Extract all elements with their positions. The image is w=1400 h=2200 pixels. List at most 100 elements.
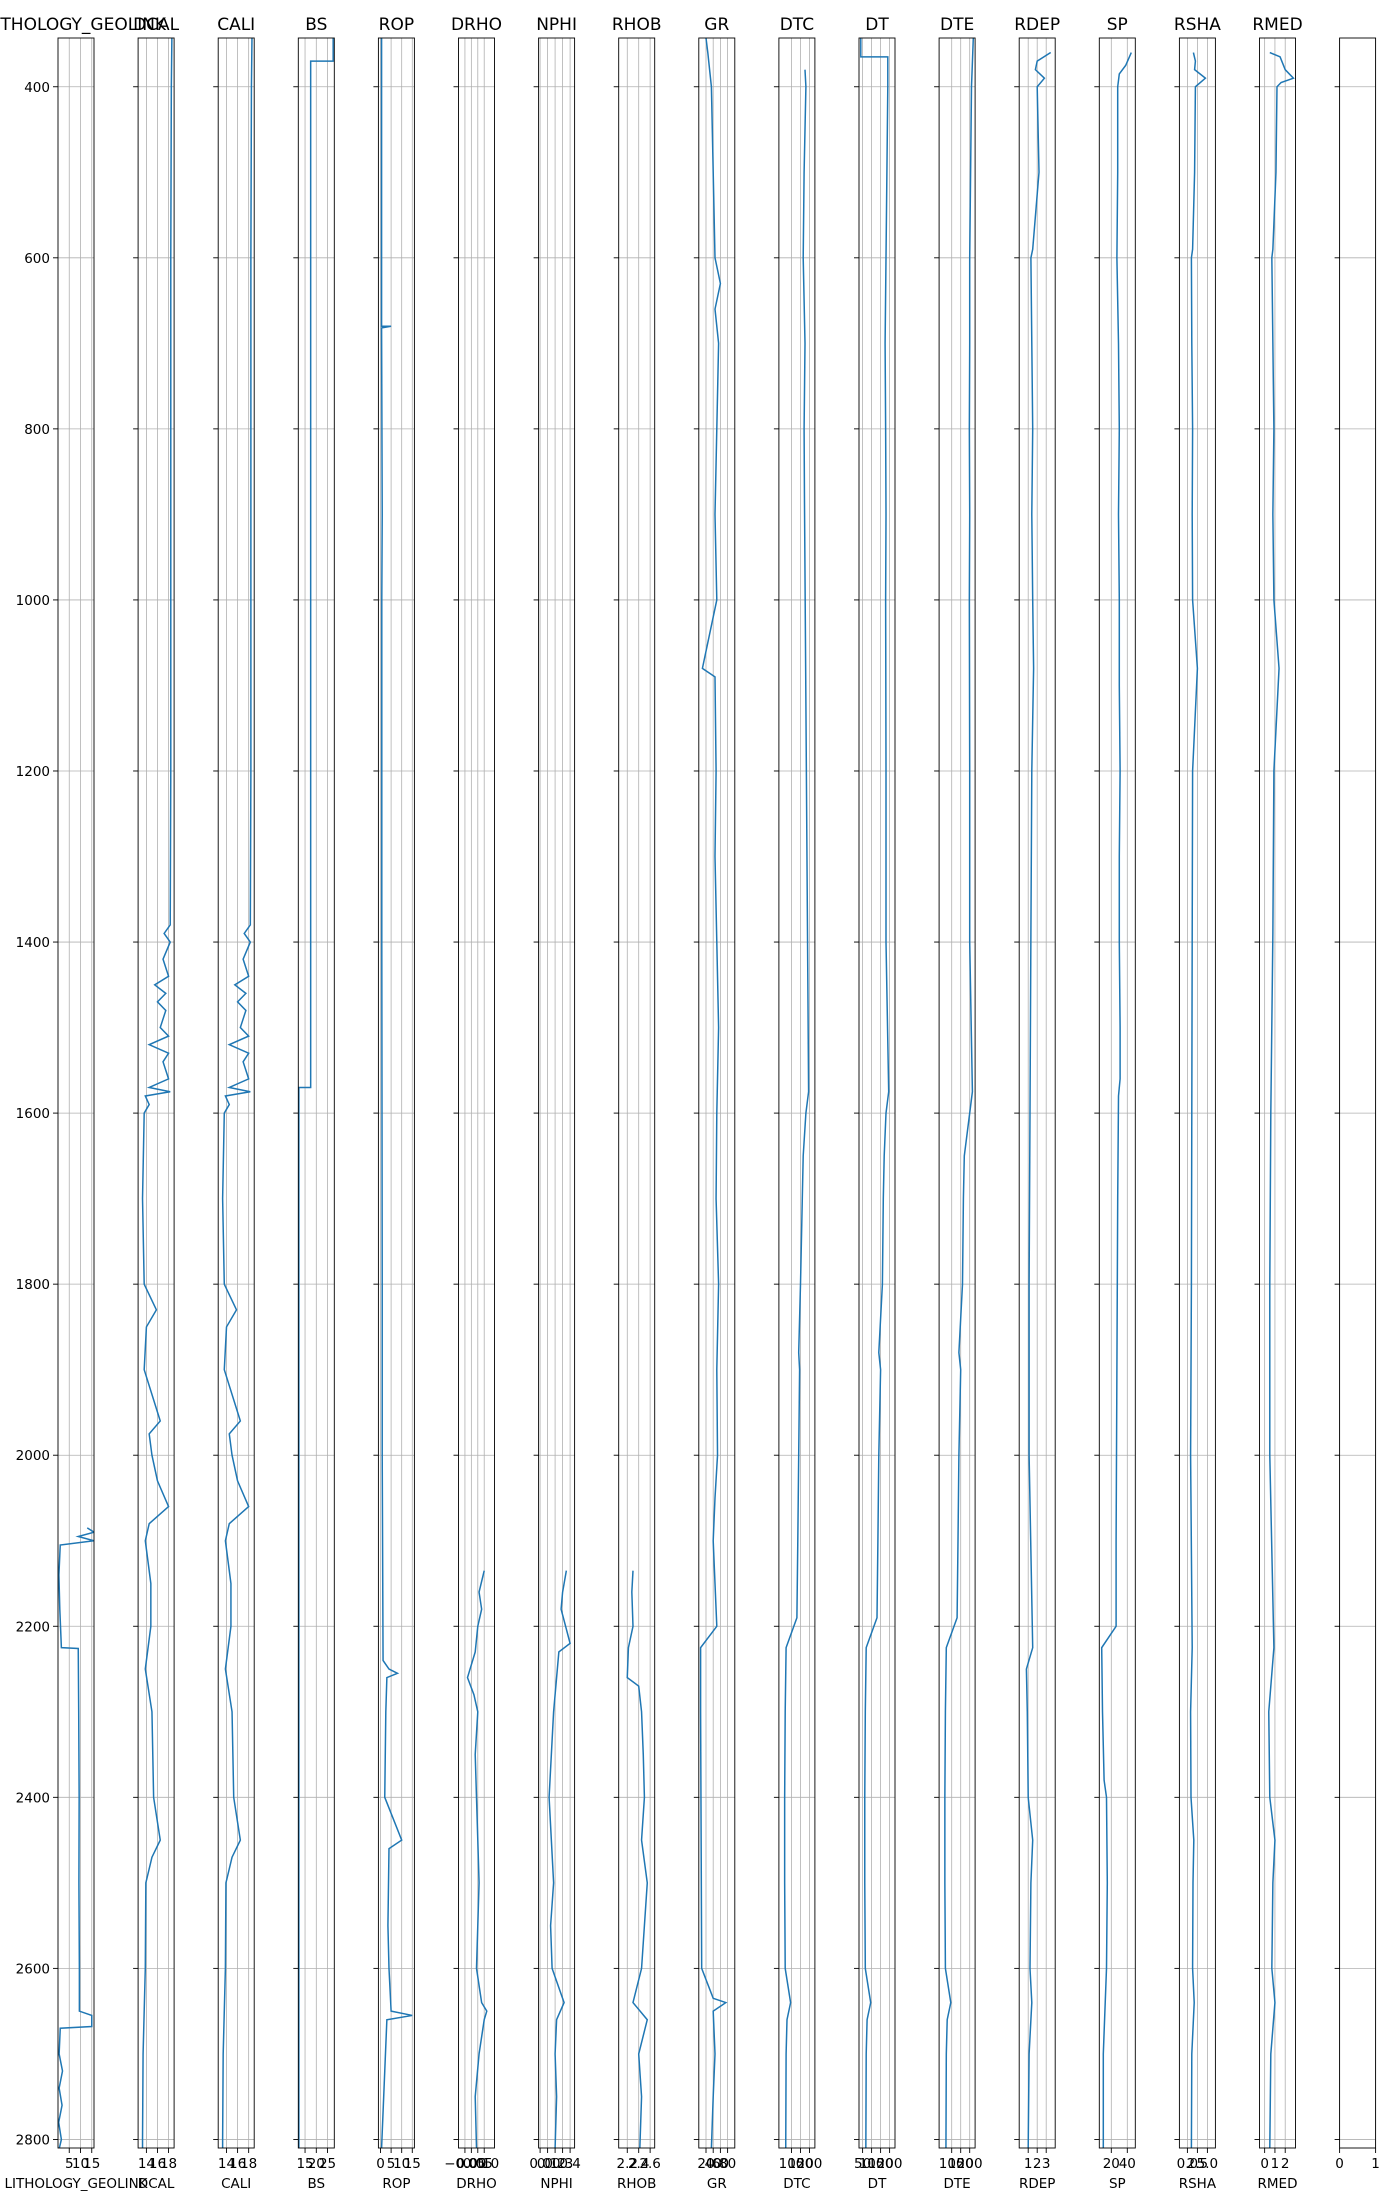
track-title: SP: [1107, 15, 1128, 35]
x-tick-label: 2.4: [628, 2156, 649, 2172]
x-tick-label: 40: [705, 2156, 722, 2172]
x-tick-label: 2.2: [617, 2156, 638, 2172]
track-frame: [137, 37, 175, 2149]
track-xlabel: DT: [868, 2176, 887, 2192]
track-frame: [698, 37, 736, 2149]
x-tick-label: 1: [1271, 2156, 1280, 2172]
series-line-dcal: [141, 38, 173, 2148]
x-tick-label: 15: [83, 2156, 100, 2172]
track-frame: [377, 37, 415, 2149]
track-xlabel: ROP: [382, 2176, 410, 2192]
track-frame: [858, 37, 896, 2149]
y-tick-label: 2000: [16, 1448, 50, 1464]
series-line-rmed: [1268, 51, 1295, 2148]
track-xlabel: DTC: [783, 2176, 810, 2192]
track-frame: [57, 37, 95, 2149]
x-tick-label: 0.10: [469, 2156, 499, 2172]
series-line-sp: [1100, 52, 1132, 2148]
x-tick-label: 150: [868, 2156, 894, 2172]
track-frame: [217, 37, 255, 2149]
track-xlabel: RHOB: [617, 2176, 656, 2192]
x-tick-label: 2.5: [1187, 2156, 1208, 2172]
x-tick-label: 20: [1103, 2156, 1120, 2172]
x-tick-label: 100: [939, 2156, 965, 2172]
x-tick-label: 18: [160, 2156, 177, 2172]
x-tick-label: 15: [296, 2156, 313, 2172]
y-tick-label: 800: [24, 422, 50, 438]
x-tick-label: 3: [1042, 2156, 1051, 2172]
track-frame: [938, 37, 976, 2149]
track-nphi: 0.00.10.20.30.4 NPHI NPHI: [529, 15, 580, 2192]
y-tick-label: 400: [24, 80, 50, 96]
track-title: CALI: [217, 15, 255, 35]
track-title: ROP: [379, 15, 414, 35]
x-tick-label: 150: [948, 2156, 974, 2172]
x-tick-label: 0: [1260, 2156, 1269, 2172]
x-tick-label: 0.00: [456, 2156, 486, 2172]
x-tick-label: 0.0: [529, 2156, 550, 2172]
track-title: RDEP: [1014, 15, 1060, 35]
x-tick-label: 20: [697, 2156, 714, 2172]
track-title: LITHOLOGY_GEOLINK: [0, 15, 167, 35]
x-tick-label: 14: [138, 2156, 155, 2172]
x-tick-label: 5.0: [1197, 2156, 1218, 2172]
x-tick-label: 15: [404, 2156, 421, 2172]
x-tick-label: 0.0: [1177, 2156, 1198, 2172]
track-frame: [458, 37, 495, 2149]
series-line-rhob: [626, 1570, 649, 2148]
track-rmed: 0 1 2 RMED RMED: [1252, 15, 1302, 2192]
track-title: BS: [305, 15, 327, 35]
x-tick-label: 80: [719, 2156, 736, 2172]
track-frame: [1259, 37, 1296, 2149]
x-tick-label: 0.1: [537, 2156, 558, 2172]
x-tick-label: 150: [788, 2156, 814, 2172]
track-title: RMED: [1252, 15, 1302, 35]
x-tick-label: 16: [149, 2156, 166, 2172]
track-title: DRHO: [451, 15, 502, 35]
series-line-dt: [860, 38, 890, 2148]
track-rsha: 0.02.55.0 RSHA RSHA: [1174, 15, 1221, 2192]
y-tick-label: 1200: [16, 764, 50, 780]
series-line-bs: [298, 38, 334, 2148]
series-line-drho: [466, 1570, 488, 2148]
series-line-rsha: [1189, 52, 1207, 2148]
y-tick-label: 2400: [16, 1790, 50, 1806]
track-title: NPHI: [536, 15, 577, 35]
track-rhob: 2.22.42.6 RHOB RHOB: [612, 15, 662, 2192]
y-tick-label: 600: [24, 251, 50, 267]
track-title: DTE: [940, 15, 974, 35]
track-title: DCAL: [133, 15, 180, 35]
track-xlabel: DRHO: [456, 2176, 497, 2192]
x-tick-label: 100: [779, 2156, 805, 2172]
series-line-gr: [699, 38, 728, 2148]
x-tick-label: 5: [65, 2156, 74, 2172]
x-tick-label: 0: [1335, 2156, 1344, 2172]
track-title: DTC: [780, 15, 814, 35]
track-frame: [1098, 37, 1136, 2149]
x-tick-label: 20: [308, 2156, 325, 2172]
track-frame: [538, 37, 576, 2149]
y-tick-label: 2800: [16, 2132, 50, 2148]
track-xlabel: GR: [707, 2176, 727, 2192]
series-line-lithology_geolink: [58, 1527, 94, 2148]
track-title: GR: [704, 15, 729, 35]
track-title: RHOB: [612, 15, 662, 35]
x-tick-label: 0.2: [544, 2156, 565, 2172]
track-xlabel: RSHA: [1179, 2176, 1217, 2192]
x-tick-label: 2.6: [639, 2156, 660, 2172]
y-tick-label: 2200: [16, 1619, 50, 1635]
track-xlabel: LITHOLOGY_GEOLINK: [4, 2176, 148, 2192]
x-tick-label: 10: [393, 2156, 410, 2172]
x-tick-label: −0.05: [444, 2156, 485, 2172]
x-tick-label: 10: [72, 2156, 89, 2172]
